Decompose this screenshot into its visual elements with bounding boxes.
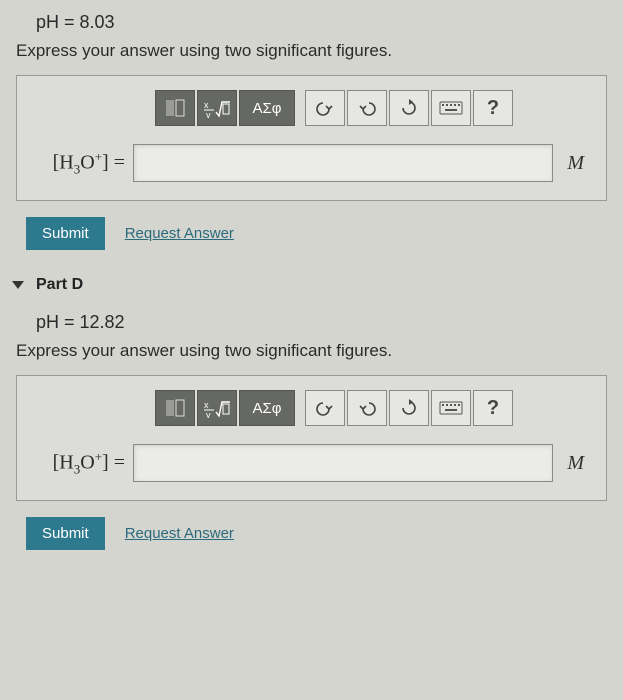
answer-lhs: [H3O+] = [35, 449, 125, 478]
reset-button[interactable] [389, 390, 429, 426]
answer-line: [H3O+] = M [35, 144, 588, 182]
answer-unit: M [567, 452, 584, 475]
help-button[interactable]: ? [473, 90, 513, 126]
svg-text:x: x [204, 100, 209, 110]
greek-button[interactable]: ΑΣφ [239, 390, 295, 426]
part-header: Part D [12, 276, 611, 294]
collapse-caret-icon[interactable] [12, 281, 24, 289]
request-answer-link[interactable]: Request Answer [125, 225, 234, 242]
action-row: Submit Request Answer [26, 517, 611, 550]
redo-button[interactable] [347, 390, 387, 426]
answer-line: [H3O+] = M [35, 444, 588, 482]
formula-toolbar: x y ΑΣφ ? [155, 90, 588, 126]
answer-input[interactable] [133, 444, 553, 482]
svg-text:x: x [204, 400, 209, 410]
svg-text:y: y [206, 110, 211, 118]
answer-panel: x y ΑΣφ ? [H3O+] = [16, 75, 607, 201]
undo-button[interactable] [305, 90, 345, 126]
ph-value: pH = 8.03 [36, 12, 611, 33]
answer-unit: M [567, 152, 584, 175]
submit-button[interactable]: Submit [26, 517, 105, 550]
greek-label: ΑΣφ [252, 400, 281, 417]
instruction-text: Express your answer using two significan… [16, 341, 611, 361]
instruction-text: Express your answer using two significan… [16, 41, 611, 61]
template-icon[interactable] [155, 90, 195, 126]
answer-input[interactable] [133, 144, 553, 182]
help-button[interactable]: ? [473, 390, 513, 426]
greek-button[interactable]: ΑΣφ [239, 90, 295, 126]
radical-fraction-icon[interactable]: x y [197, 390, 237, 426]
part-title: Part D [36, 276, 83, 294]
answer-panel: x y ΑΣφ ? [H3O+] = [16, 375, 607, 501]
undo-button[interactable] [305, 390, 345, 426]
keyboard-button[interactable] [431, 90, 471, 126]
submit-button[interactable]: Submit [26, 217, 105, 250]
redo-button[interactable] [347, 90, 387, 126]
keyboard-button[interactable] [431, 390, 471, 426]
answer-lhs: [H3O+] = [35, 149, 125, 178]
greek-label: ΑΣφ [252, 100, 281, 117]
action-row: Submit Request Answer [26, 217, 611, 250]
request-answer-link[interactable]: Request Answer [125, 525, 234, 542]
help-label: ? [487, 397, 499, 420]
ph-value: pH = 12.82 [36, 312, 611, 333]
template-icon[interactable] [155, 390, 195, 426]
radical-fraction-icon[interactable]: x y [197, 90, 237, 126]
svg-text:y: y [206, 410, 211, 418]
formula-toolbar: x y ΑΣφ ? [155, 390, 588, 426]
reset-button[interactable] [389, 90, 429, 126]
help-label: ? [487, 97, 499, 120]
